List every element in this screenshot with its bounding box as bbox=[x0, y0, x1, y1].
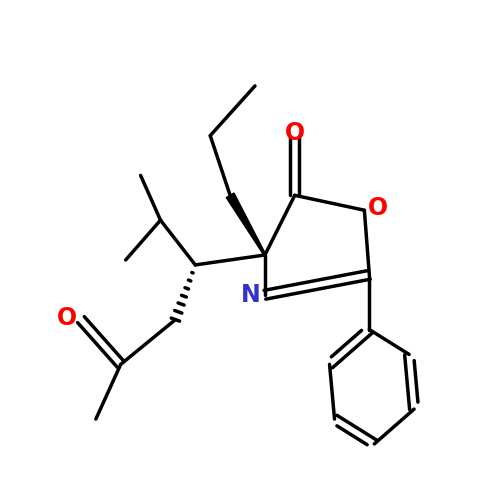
Text: O: O bbox=[57, 306, 77, 330]
Text: N: N bbox=[241, 283, 261, 306]
Polygon shape bbox=[226, 193, 266, 256]
Text: O: O bbox=[368, 196, 388, 220]
Text: O: O bbox=[284, 120, 305, 144]
